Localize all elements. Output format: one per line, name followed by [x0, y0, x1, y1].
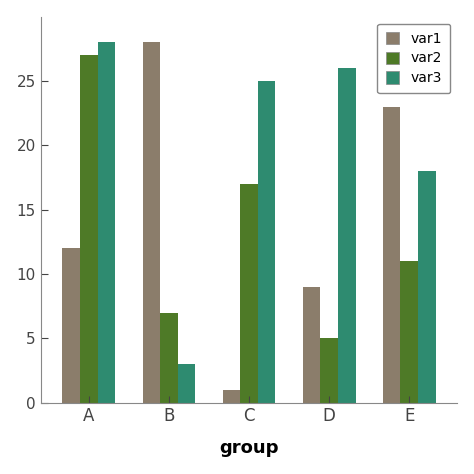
X-axis label: group: group [219, 439, 279, 457]
Bar [258, 81, 275, 402]
Bar [383, 107, 401, 402]
Bar [98, 42, 115, 402]
Bar [240, 184, 258, 402]
Bar [80, 55, 98, 402]
Bar [143, 42, 160, 402]
Bar [178, 364, 195, 402]
Bar [63, 248, 80, 402]
Bar [320, 338, 338, 402]
Bar [223, 390, 240, 402]
Bar [160, 312, 178, 402]
Bar [418, 171, 436, 402]
Legend: var1, var2, var3: var1, var2, var3 [377, 24, 450, 93]
Bar [401, 261, 418, 402]
Bar [303, 287, 320, 402]
Bar [338, 68, 356, 402]
